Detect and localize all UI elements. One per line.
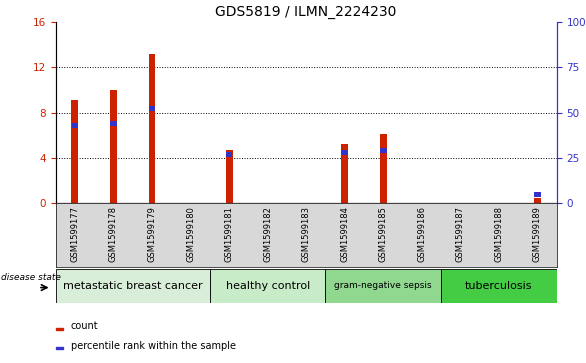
- Text: GSM1599188: GSM1599188: [495, 207, 503, 262]
- Bar: [380, 148, 387, 153]
- Text: count: count: [71, 321, 98, 331]
- Text: gram-negative sepsis: gram-negative sepsis: [335, 281, 432, 290]
- Bar: [534, 192, 541, 197]
- Text: GSM1599182: GSM1599182: [263, 207, 272, 262]
- Text: GSM1599185: GSM1599185: [379, 207, 388, 262]
- Bar: [380, 134, 387, 203]
- Text: GSM1599186: GSM1599186: [417, 207, 426, 262]
- Title: GDS5819 / ILMN_2224230: GDS5819 / ILMN_2224230: [216, 5, 397, 19]
- Bar: [149, 54, 155, 203]
- Bar: [149, 106, 155, 111]
- Bar: [341, 144, 348, 203]
- Bar: [71, 100, 79, 203]
- Bar: [226, 152, 233, 157]
- Bar: [342, 150, 348, 155]
- Bar: [226, 150, 233, 203]
- Text: healthy control: healthy control: [226, 281, 310, 291]
- Text: tuberculosis: tuberculosis: [465, 281, 533, 291]
- Text: GSM1599180: GSM1599180: [186, 207, 195, 262]
- Text: GSM1599187: GSM1599187: [456, 207, 465, 262]
- Bar: [534, 198, 541, 203]
- Text: GSM1599181: GSM1599181: [224, 207, 234, 262]
- Bar: [71, 123, 79, 128]
- FancyBboxPatch shape: [441, 269, 557, 303]
- Text: percentile rank within the sample: percentile rank within the sample: [71, 341, 236, 351]
- Text: metastatic breast cancer: metastatic breast cancer: [63, 281, 203, 291]
- Text: GSM1599179: GSM1599179: [148, 207, 156, 262]
- Bar: [56, 347, 63, 349]
- Text: GSM1599178: GSM1599178: [109, 207, 118, 262]
- Text: GSM1599184: GSM1599184: [340, 207, 349, 262]
- Text: GSM1599189: GSM1599189: [533, 207, 542, 262]
- Text: disease state: disease state: [1, 273, 61, 282]
- Text: GSM1599183: GSM1599183: [302, 207, 311, 262]
- Bar: [110, 90, 117, 203]
- Bar: [110, 121, 117, 126]
- FancyBboxPatch shape: [325, 269, 441, 303]
- FancyBboxPatch shape: [56, 269, 210, 303]
- FancyBboxPatch shape: [210, 269, 325, 303]
- Text: GSM1599177: GSM1599177: [70, 207, 80, 262]
- Bar: [56, 328, 63, 330]
